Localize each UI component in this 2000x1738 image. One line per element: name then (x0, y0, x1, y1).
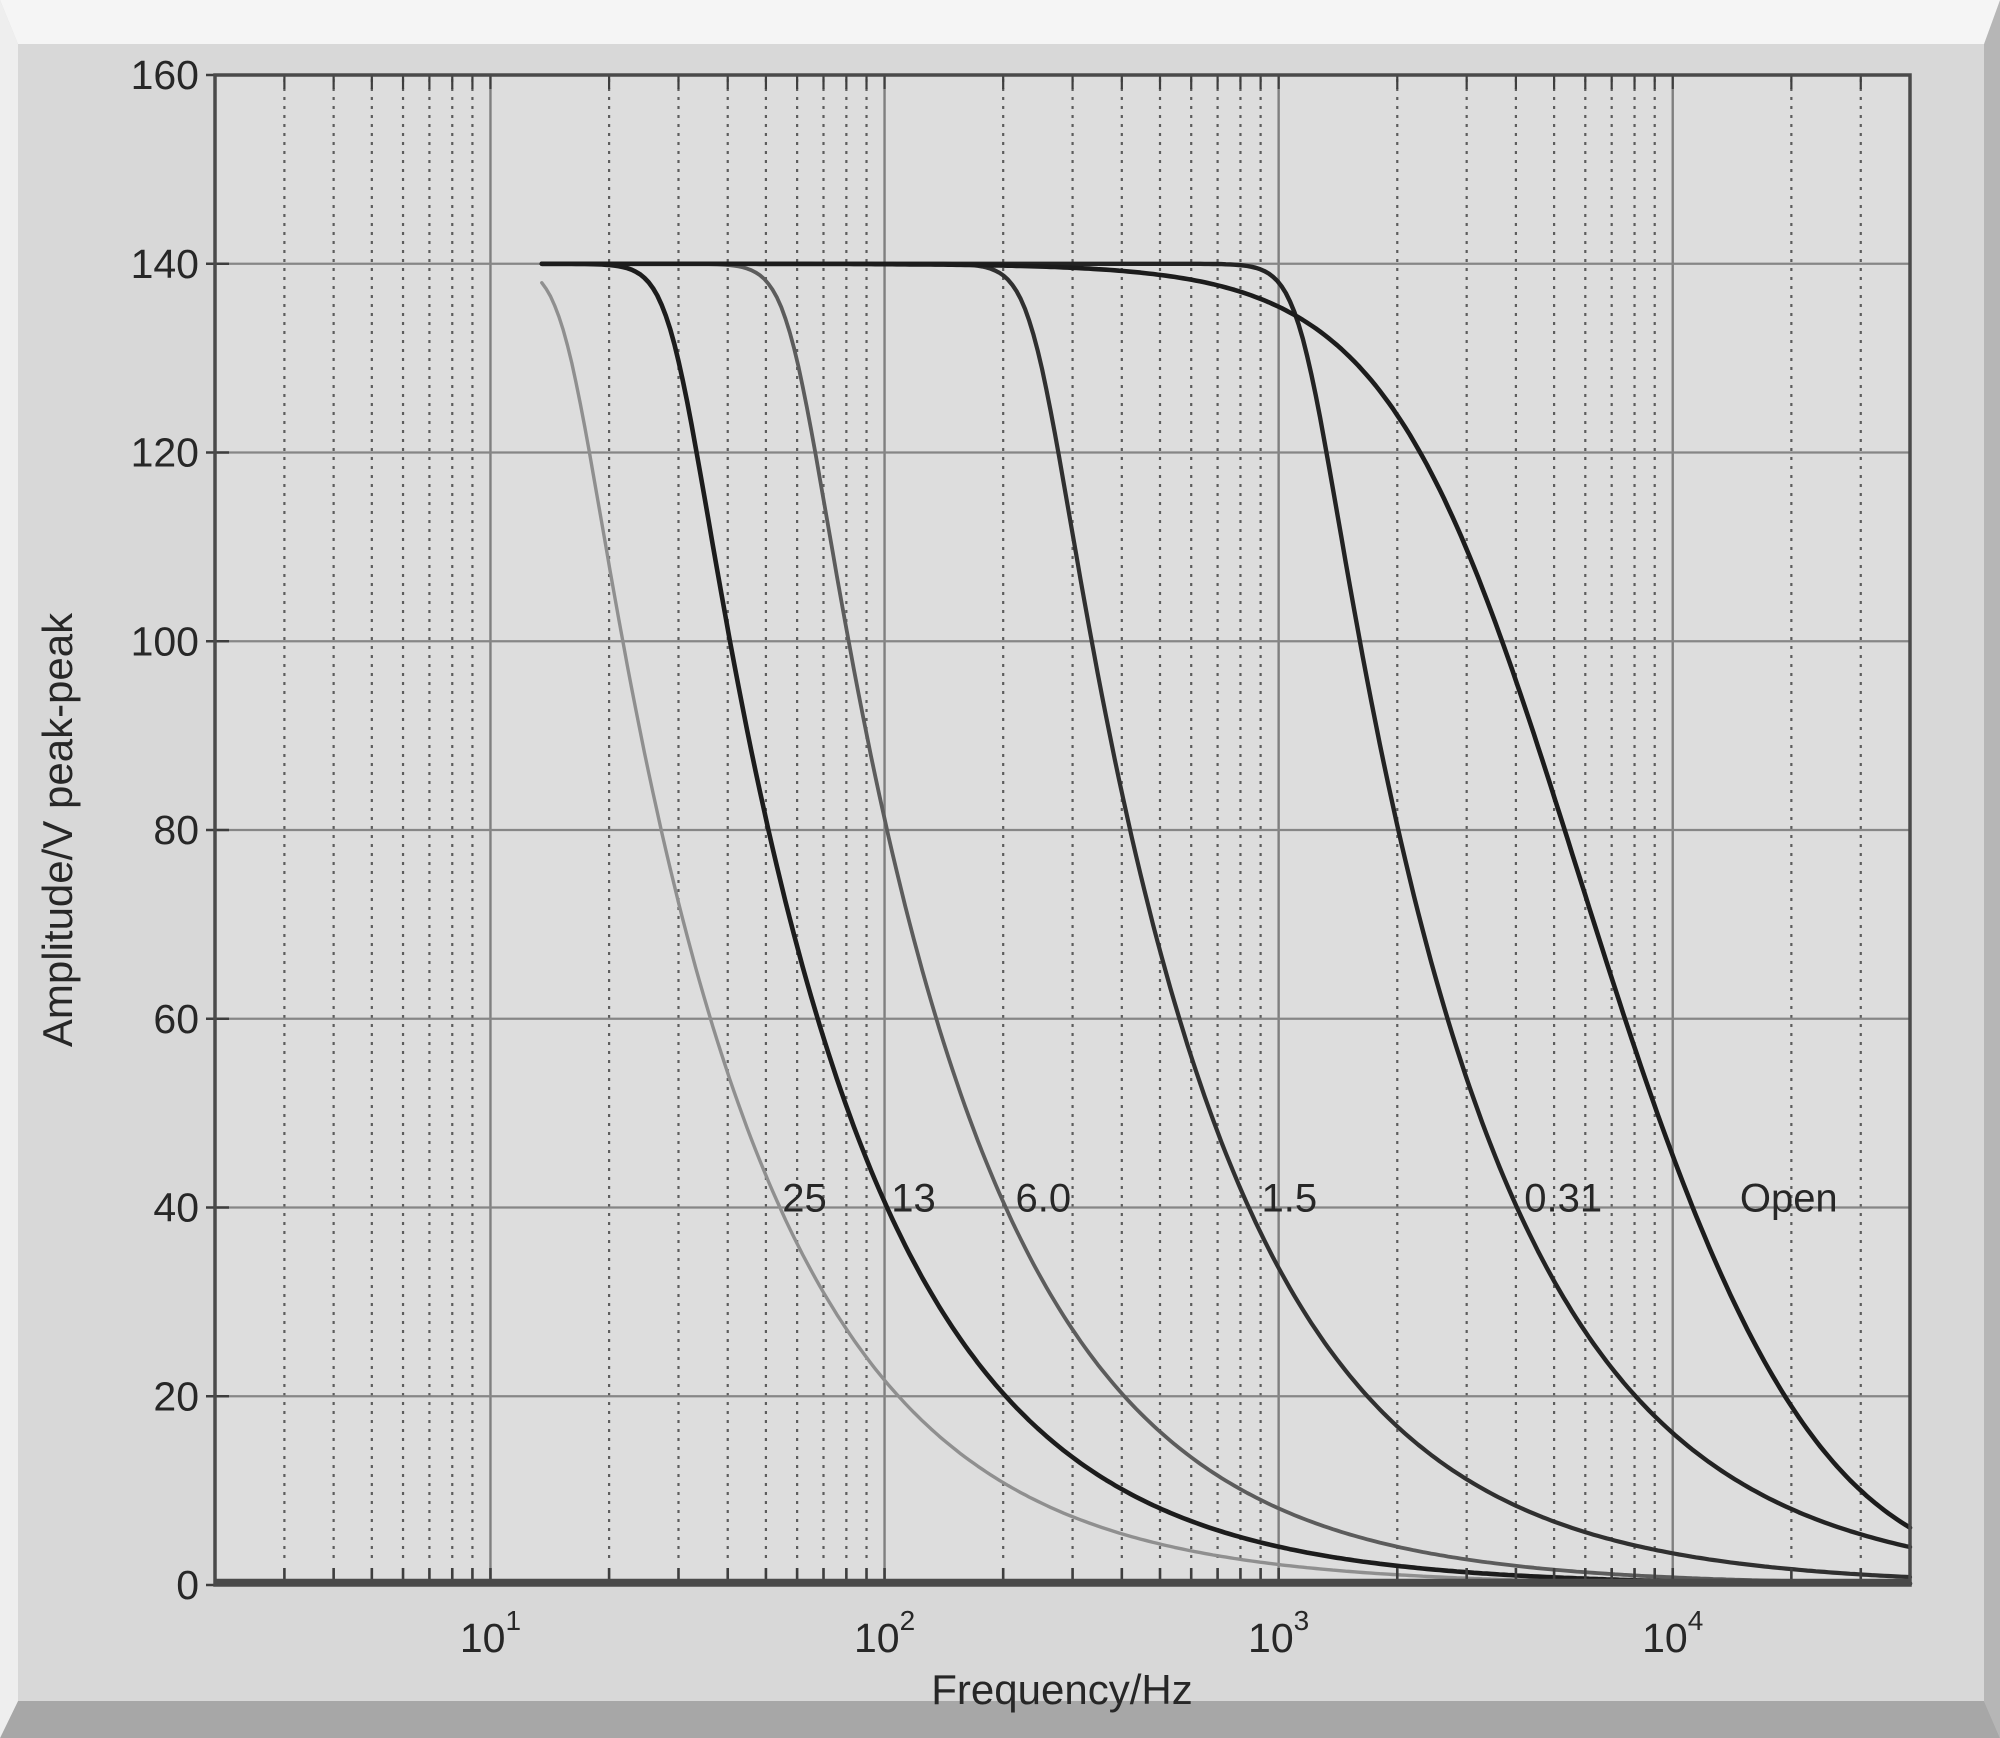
y-tick-labels: 0 20 40 60 80 100 120 140 160 (131, 52, 199, 1608)
x-axis-title: Frequency/Hz (931, 1666, 1192, 1713)
major-gridlines (215, 75, 1910, 1585)
y-tick-label: 100 (131, 618, 199, 664)
y-tick-label: 20 (153, 1373, 199, 1419)
x-tick-label: 104 (1642, 1605, 1703, 1661)
curve-label-6.0: 6.0 (1016, 1177, 1072, 1221)
frame-bottom-shadow (0, 1701, 2000, 1738)
curve-label-1.5: 1.5 (1262, 1177, 1318, 1221)
y-tick-label: 140 (131, 241, 199, 287)
frame-right-shadow (1984, 0, 2000, 1738)
x-tick-label: 103 (1248, 1605, 1309, 1661)
curve-label-open: Open (1740, 1177, 1838, 1221)
x-tick-label: 101 (460, 1605, 521, 1661)
y-tick-label: 0 (176, 1562, 199, 1608)
y-axis-title: Amplitude/V peak-peak (34, 612, 81, 1047)
curve-label-0.31: 0.31 (1524, 1177, 1602, 1221)
y-tick-label: 80 (153, 807, 199, 853)
y-tick-label: 160 (131, 52, 199, 98)
frame-top-highlight (0, 0, 2000, 44)
curve-6.0 (539, 261, 1912, 1585)
y-tick-label: 120 (131, 430, 199, 476)
curve-label-25: 25 (782, 1177, 827, 1221)
y-tick-label: 40 (153, 1185, 199, 1231)
x-tick-label: 102 (854, 1605, 915, 1661)
curve-labels: 25 13 6.0 1.5 0.31 Open (782, 1177, 1837, 1221)
y-tick-label: 60 (153, 996, 199, 1042)
minor-gridlines (283, 79, 1862, 1561)
curve-label-13: 13 (891, 1177, 936, 1221)
x-tick-labels: 101 102 103 104 (460, 1605, 1703, 1661)
curve-open (539, 261, 1913, 1530)
frame-left-highlight (0, 0, 18, 1738)
